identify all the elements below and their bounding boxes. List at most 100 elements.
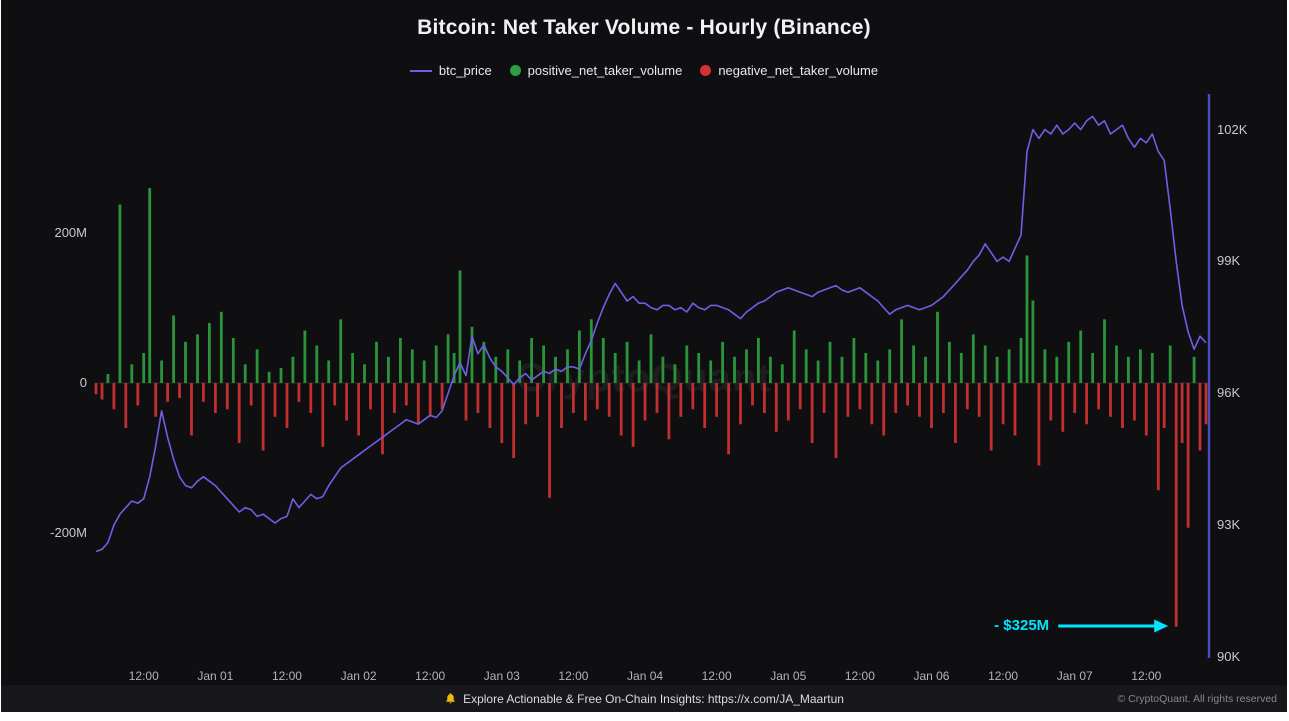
- negative-volume-bar: [1174, 383, 1178, 627]
- chart-canvas[interactable]: [1, 0, 1287, 700]
- negative-volume-bar: [464, 383, 468, 421]
- negative-volume-bar: [154, 383, 158, 417]
- negative-volume-bar: [989, 383, 993, 451]
- negative-volume-bar: [572, 383, 575, 413]
- x-axis-tick-label: Jan 06: [913, 669, 950, 683]
- positive-volume-bar: [243, 364, 247, 384]
- positive-volume-bar: [673, 364, 677, 384]
- negative-volume-bar: [906, 383, 909, 406]
- positive-volume-bar: [578, 330, 581, 383]
- negative-volume-bar: [1001, 383, 1005, 425]
- positive-volume-bar: [1168, 345, 1172, 383]
- negative-volume-bar: [584, 383, 587, 421]
- footer-promo-text: Explore Actionable & Free On-Chain Insig…: [463, 691, 844, 706]
- positive-volume-bar: [1025, 255, 1029, 383]
- legend-label-negative: negative_net_taker_volume: [718, 63, 879, 78]
- negative-volume-bar: [786, 383, 790, 421]
- negative-volume-bar: [1121, 383, 1124, 428]
- legend-item-positive-net-taker-volume[interactable]: positive_net_taker_volume: [509, 63, 683, 78]
- negative-volume-bar: [846, 383, 850, 417]
- negative-volume-bar: [202, 383, 205, 402]
- negative-volume-bar: [178, 383, 181, 398]
- negative-volume-bar: [369, 383, 372, 410]
- x-axis-tick-label: 12:00: [271, 669, 302, 683]
- negative-volume-bar: [94, 383, 98, 395]
- positive-volume-bar: [637, 360, 641, 383]
- positive-volume-bar: [757, 338, 760, 383]
- positive-volume-bar: [876, 360, 880, 383]
- positive-volume-bar: [780, 364, 784, 384]
- positive-volume-bar: [142, 353, 146, 383]
- negative-volume-bar: [214, 383, 217, 413]
- positive-volume-bar: [816, 360, 820, 383]
- positive-volume-bar: [542, 345, 545, 383]
- positive-volume-bar: [804, 349, 808, 384]
- volume-axis-tick-label: -200M: [50, 525, 87, 540]
- negative-volume-bar: [273, 383, 277, 417]
- negative-volume-bar: [1162, 383, 1166, 428]
- negative-volume-bar: [727, 383, 730, 455]
- price-axis-tick-label: 96K: [1217, 385, 1241, 401]
- negative-volume-bar: [1097, 383, 1100, 410]
- negative-volume-bar: [357, 383, 360, 436]
- positive-volume-bar: [912, 345, 915, 383]
- negative-volume-bar: [703, 383, 707, 428]
- positive-volume-bar: [130, 364, 134, 384]
- negative-volume-bar: [440, 383, 444, 410]
- annotation-arrow-head: [1154, 619, 1169, 633]
- negative-volume-bar: [100, 383, 104, 400]
- positive-volume-bar: [959, 353, 963, 383]
- positive-volume-bar: [1150, 353, 1154, 383]
- negative-volume-bar: [595, 383, 599, 410]
- x-axis-tick-label: 12:00: [844, 669, 875, 683]
- positive-volume-bar: [387, 356, 390, 384]
- positive-volume-bar: [422, 360, 426, 383]
- negative-volume-bar: [691, 383, 695, 410]
- positive-volume-bar: [745, 349, 748, 384]
- legend-label-positive: positive_net_taker_volume: [527, 63, 683, 78]
- positive-volume-bar: [315, 345, 319, 383]
- negative-volume-bar: [1109, 383, 1112, 417]
- positive-volume-bar: [518, 360, 522, 383]
- negative-volume-bar: [930, 383, 933, 428]
- chart-title: Bitcoin: Net Taker Volume - Hourly (Bina…: [417, 16, 871, 39]
- positive-volume-bar: [661, 356, 665, 384]
- price-axis-tick-label: 93K: [1217, 517, 1241, 533]
- positive-volume-bar: [1067, 341, 1071, 384]
- positive-volume-bar: [995, 356, 999, 384]
- negative-volume-bar: [524, 383, 528, 425]
- positive-volume-bar: [458, 270, 462, 383]
- footer-promo: Explore Actionable & Free On-Chain Insig…: [1, 685, 1287, 712]
- negative-volume-bar: [1037, 383, 1041, 466]
- negative-volume-bar: [667, 383, 671, 440]
- positive-volume-bar: [828, 341, 832, 384]
- negative-volume-bar: [404, 383, 408, 406]
- positive-volume-bar: [613, 353, 617, 383]
- negative-volume-bar: [882, 383, 886, 436]
- legend-item-negative-net-taker-volume[interactable]: negative_net_taker_volume: [700, 63, 878, 78]
- negative-volume-bar: [285, 383, 289, 428]
- negative-volume-bar: [1186, 383, 1190, 528]
- positive-volume-bar: [1055, 356, 1059, 384]
- positive-volume-bar: [948, 341, 951, 384]
- negative-volume-bar: [643, 383, 647, 421]
- positive-volume-bar: [936, 311, 939, 384]
- positive-volume-bar: [769, 356, 772, 384]
- positive-volume-bar: [172, 315, 175, 383]
- positive-volume-bar: [375, 341, 378, 384]
- negative-volume-bar: [822, 383, 826, 413]
- legend-item-btc-price[interactable]: btc_price: [409, 63, 492, 78]
- negative-volume-bar: [1144, 383, 1148, 436]
- positive-volume-bar: [482, 341, 486, 384]
- positive-volume-bar: [434, 345, 438, 383]
- x-axis-tick-label: 12:00: [558, 669, 589, 683]
- negative-volume-bar: [297, 383, 301, 402]
- positive-volume-bar: [1115, 345, 1118, 383]
- bell-icon: [444, 692, 457, 705]
- negative-volume-bar: [1049, 383, 1053, 421]
- x-axis-tick-label: Jan 02: [340, 669, 377, 683]
- x-axis-tick-label: Jan 07: [1056, 669, 1093, 683]
- x-axis-tick-label: 12:00: [128, 669, 159, 683]
- negative-volume-bar: [428, 383, 432, 417]
- negative-volume-bar: [751, 383, 754, 406]
